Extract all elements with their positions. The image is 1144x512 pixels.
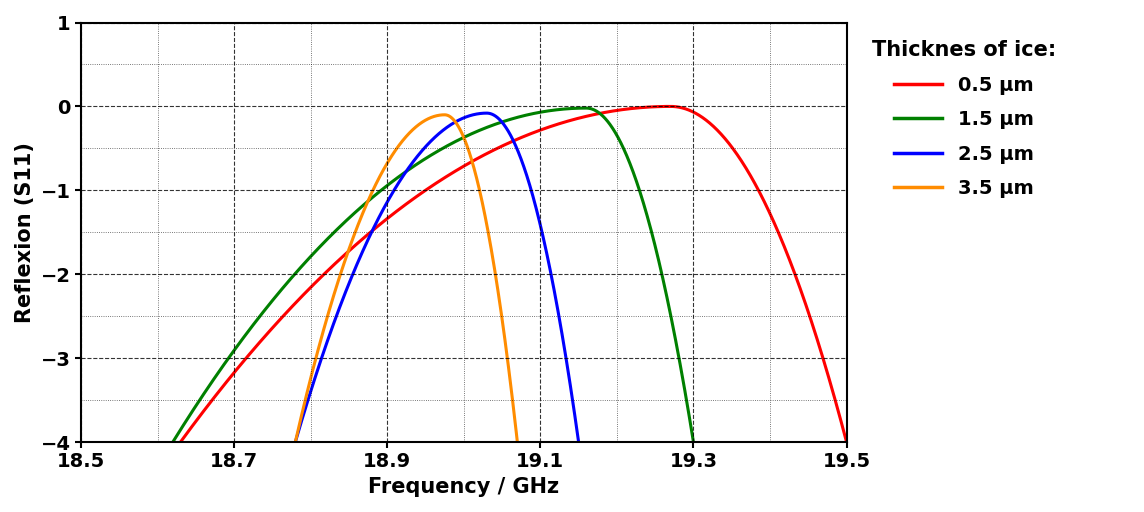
- 3.5 μm: [438, 112, 452, 118]
- 1.5 μm: [620, 154, 634, 160]
- Legend: 0.5 μm, 1.5 μm, 2.5 μm, 3.5 μm: 0.5 μm, 1.5 μm, 2.5 μm, 3.5 μm: [864, 32, 1064, 206]
- 1.5 μm: [676, 379, 690, 386]
- 2.5 μm: [397, 172, 411, 178]
- 0.5 μm: [249, 343, 263, 349]
- 3.5 μm: [383, 155, 397, 161]
- 0.5 μm: [458, 162, 471, 168]
- 0.5 μm: [429, 180, 443, 186]
- 2.5 μm: [535, 232, 549, 238]
- 3.5 μm: [313, 337, 327, 344]
- 2.5 μm: [566, 401, 580, 407]
- 1.5 μm: [686, 439, 700, 445]
- 2.5 μm: [410, 155, 423, 161]
- 2.5 μm: [572, 439, 586, 445]
- 1.5 μm: [256, 309, 270, 315]
- 1.5 μm: [388, 177, 402, 183]
- 3.5 μm: [483, 234, 496, 241]
- 1.5 μm: [366, 195, 380, 201]
- 0.5 μm: [174, 439, 188, 445]
- Line: 0.5 μm: 0.5 μm: [181, 106, 847, 442]
- X-axis label: Frequency / GHz: Frequency / GHz: [368, 477, 559, 497]
- 3.5 μm: [288, 439, 302, 445]
- 0.5 μm: [289, 300, 303, 306]
- 3.5 μm: [510, 439, 524, 445]
- 2.5 μm: [337, 292, 351, 298]
- 2.5 μm: [479, 110, 493, 116]
- 2.5 μm: [288, 439, 302, 445]
- Line: 1.5 μm: 1.5 μm: [173, 108, 693, 442]
- 2.5 μm: [320, 337, 334, 344]
- 3.5 μm: [506, 401, 519, 408]
- Line: 3.5 μm: 3.5 μm: [295, 115, 517, 442]
- 0.5 μm: [840, 439, 853, 445]
- 3.5 μm: [327, 292, 341, 298]
- 0.5 μm: [755, 194, 769, 200]
- 0.5 μm: [827, 392, 841, 398]
- 1.5 μm: [166, 439, 180, 445]
- 3.5 μm: [374, 172, 388, 178]
- 0.5 μm: [664, 103, 677, 110]
- Y-axis label: Reflexion (S11): Reflexion (S11): [15, 142, 35, 323]
- 1.5 μm: [225, 350, 239, 356]
- 1.5 μm: [579, 105, 593, 111]
- Line: 2.5 μm: 2.5 μm: [295, 113, 579, 442]
